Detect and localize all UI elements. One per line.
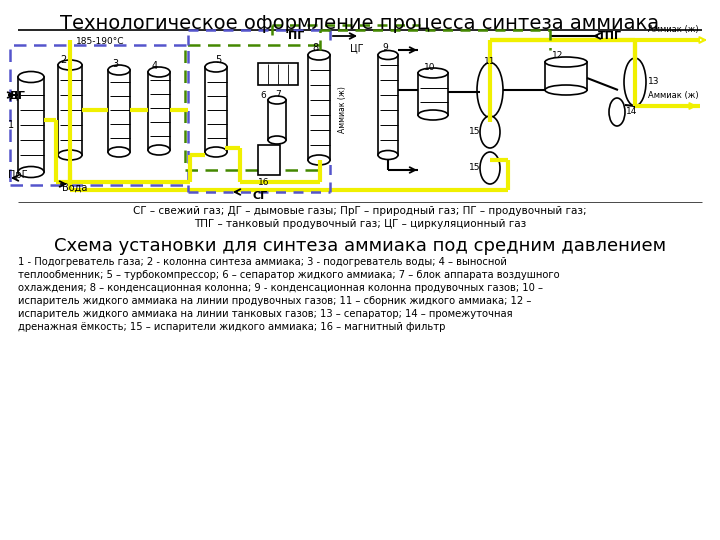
Bar <box>18 77 44 172</box>
Ellipse shape <box>58 150 82 160</box>
Bar <box>185 45 320 170</box>
Bar <box>258 63 298 85</box>
Text: дренажная ёмкость; 15 – испарители жидкого аммиака; 16 – магнитный фильтр: дренажная ёмкость; 15 – испарители жидко… <box>18 322 446 332</box>
Text: ЦГ: ЦГ <box>350 43 364 53</box>
Ellipse shape <box>108 147 130 157</box>
Text: ТПГ – танковый продувочный газ; ЦГ – циркуляционный газ: ТПГ – танковый продувочный газ; ЦГ – цир… <box>194 219 526 229</box>
Ellipse shape <box>545 57 587 67</box>
Ellipse shape <box>148 67 170 77</box>
Ellipse shape <box>378 151 398 159</box>
Ellipse shape <box>418 68 448 78</box>
Text: ДГ: ДГ <box>8 90 25 100</box>
Ellipse shape <box>480 152 500 184</box>
Ellipse shape <box>108 65 130 75</box>
Bar <box>205 67 227 152</box>
Ellipse shape <box>268 136 286 144</box>
Text: испаритель жидкого аммиака на линии продувочных газов; 11 – сборник жидкого амми: испаритель жидкого аммиака на линии прод… <box>18 296 531 306</box>
Bar <box>268 100 286 140</box>
Bar <box>308 55 330 160</box>
Ellipse shape <box>477 63 503 118</box>
Text: СГ – свежий газ; ДГ – дымовые газы; ПрГ – природный газ; ПГ – продувочный газ;: СГ – свежий газ; ДГ – дымовые газы; ПрГ … <box>133 206 587 216</box>
Text: 3: 3 <box>112 59 118 69</box>
Text: теплообменник; 5 – турбокомпрессор; 6 – сепаратор жидкого аммиака; 7 – блок аппа: теплообменник; 5 – турбокомпрессор; 6 – … <box>18 270 559 280</box>
Ellipse shape <box>480 116 500 148</box>
Bar <box>545 62 587 90</box>
Text: 15: 15 <box>469 127 480 137</box>
Ellipse shape <box>308 50 330 60</box>
Ellipse shape <box>545 85 587 95</box>
Ellipse shape <box>378 51 398 59</box>
Text: 13: 13 <box>648 78 660 86</box>
Bar <box>418 73 448 115</box>
Text: 185-190°С: 185-190°С <box>76 37 125 45</box>
Text: ПрГ: ПрГ <box>8 170 27 180</box>
Text: охлаждения; 8 – конденсационная колонна; 9 - конденсационная колонна продувочных: охлаждения; 8 – конденсационная колонна;… <box>18 283 543 293</box>
Text: 4: 4 <box>152 61 158 71</box>
Bar <box>258 145 280 175</box>
Ellipse shape <box>609 98 625 126</box>
Text: 6: 6 <box>260 91 266 99</box>
Text: 16: 16 <box>258 178 269 187</box>
Ellipse shape <box>18 71 44 83</box>
Text: 5: 5 <box>215 55 221 65</box>
Ellipse shape <box>205 62 227 72</box>
Text: Технологическое оформление процесса синтеза аммиака: Технологическое оформление процесса синт… <box>60 14 660 33</box>
Text: испаритель жидкого аммиака на линии танковых газов; 13 – сепаратор; 14 – промежу: испаритель жидкого аммиака на линии танк… <box>18 309 513 319</box>
Bar <box>58 65 82 155</box>
Text: 14: 14 <box>626 107 637 117</box>
Bar <box>10 45 188 185</box>
Bar <box>108 70 130 152</box>
Ellipse shape <box>418 110 448 120</box>
Ellipse shape <box>58 60 82 70</box>
Ellipse shape <box>205 147 227 157</box>
Text: 7: 7 <box>275 90 281 99</box>
Text: Вода: Вода <box>62 183 87 193</box>
Text: ПГ: ПГ <box>288 31 305 41</box>
Text: 1 - Подогреватель газа; 2 - колонна синтеза аммиака; 3 - подогреватель воды; 4 –: 1 - Подогреватель газа; 2 - колонна синт… <box>18 257 507 267</box>
Text: Аммиак (ж): Аммиак (ж) <box>648 25 698 34</box>
Text: Схема установки для синтеза аммиака под средним давлением: Схема установки для синтеза аммиака под … <box>54 237 666 255</box>
Text: 15: 15 <box>469 164 480 172</box>
Text: 12: 12 <box>552 51 564 59</box>
Ellipse shape <box>308 155 330 165</box>
Ellipse shape <box>148 145 170 155</box>
Bar <box>378 55 398 155</box>
Text: 9: 9 <box>382 44 388 52</box>
Bar <box>148 72 170 150</box>
Text: ТПГ: ТПГ <box>598 31 622 41</box>
Ellipse shape <box>18 166 44 178</box>
Ellipse shape <box>624 58 646 106</box>
Text: 10: 10 <box>424 63 436 71</box>
Text: 11: 11 <box>485 57 496 66</box>
Text: 8: 8 <box>312 43 318 53</box>
Text: Аммиак (ж): Аммиак (ж) <box>338 86 346 133</box>
Text: Аммиак (ж): Аммиак (ж) <box>648 91 698 100</box>
Text: 1: 1 <box>8 120 14 130</box>
Text: 2: 2 <box>60 55 66 65</box>
Ellipse shape <box>268 96 286 104</box>
Text: СГ: СГ <box>253 191 268 201</box>
